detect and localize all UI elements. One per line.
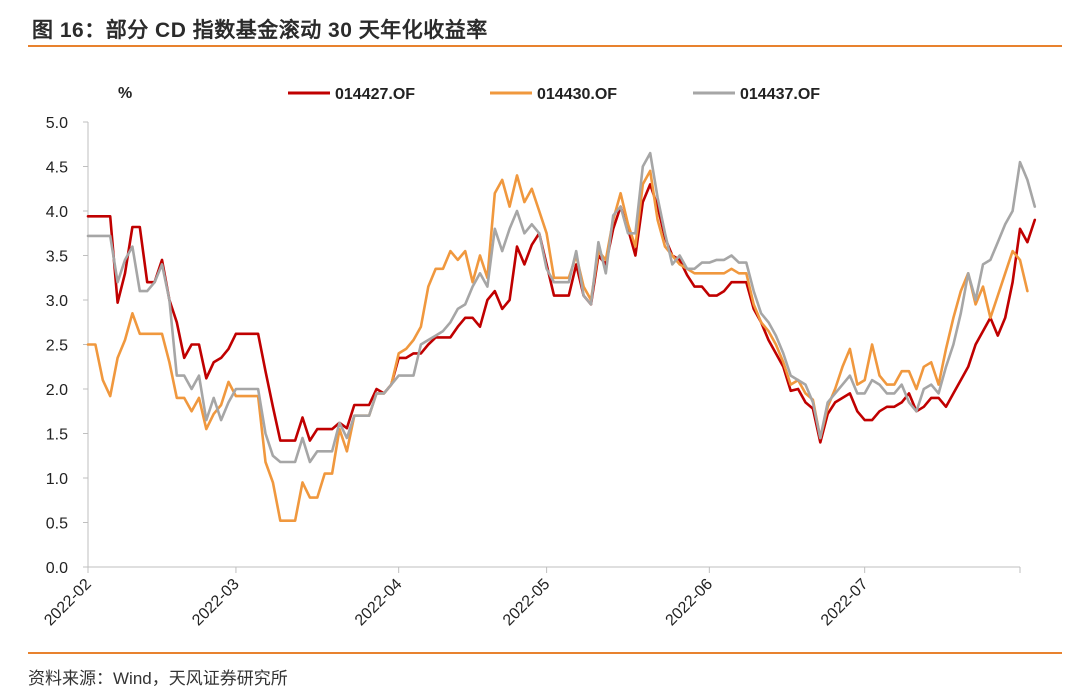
title-rule xyxy=(28,45,1062,47)
legend-item: 014427.OF xyxy=(288,86,415,103)
line-chart: 0.0 0.5 1.0 1.5 2.0 2.5 3.0 3.5 4.0 4.5 5.0 2022-02… xyxy=(41,85,1037,630)
source-rule xyxy=(28,652,1062,654)
legend-item: 014430.OF xyxy=(490,86,617,103)
series-line-014430-OF xyxy=(86,169,1029,523)
y-tick-label: 0.5 xyxy=(46,516,68,533)
y-tick-label: 0.0 xyxy=(46,560,68,577)
legend-label: 014430.OF xyxy=(537,86,617,103)
y-tick-label: 1.5 xyxy=(46,427,68,444)
source-note: 资料来源：Wind，天风证券研究所 xyxy=(28,669,288,688)
x-tick-label: 2022-04 xyxy=(352,576,406,630)
series-line-014427-OF xyxy=(86,183,1037,444)
y-tick-label: 1.0 xyxy=(46,471,68,488)
figure-title: 图 16：部分 CD 指数基金滚动 30 天年化收益率 xyxy=(32,19,488,42)
chart-series-lines xyxy=(86,151,1037,523)
x-tick-label: 2022-07 xyxy=(818,576,872,630)
chart-legend: 014427.OF 014430.OF 014437.OF xyxy=(288,86,820,103)
series-line-014437-OF xyxy=(86,151,1037,464)
y-tick-label: 3.5 xyxy=(46,249,68,266)
y-axis-unit: % xyxy=(118,85,132,102)
y-tick-label: 2.0 xyxy=(46,382,68,399)
legend-label: 014437.OF xyxy=(740,86,820,103)
x-tick-label: 2022-05 xyxy=(500,576,554,630)
y-tick-label: 5.0 xyxy=(46,115,68,132)
y-tick-label: 4.5 xyxy=(46,160,68,177)
x-tick-label: 2022-03 xyxy=(189,576,243,630)
legend-item: 014437.OF xyxy=(693,86,820,103)
y-tick-label: 2.5 xyxy=(46,338,68,355)
x-tick-label: 2022-02 xyxy=(41,576,95,630)
legend-label: 014427.OF xyxy=(335,86,415,103)
x-tick-label: 2022-06 xyxy=(663,576,717,630)
y-tick-label: 4.0 xyxy=(46,204,68,221)
y-tick-label: 3.0 xyxy=(46,293,68,310)
